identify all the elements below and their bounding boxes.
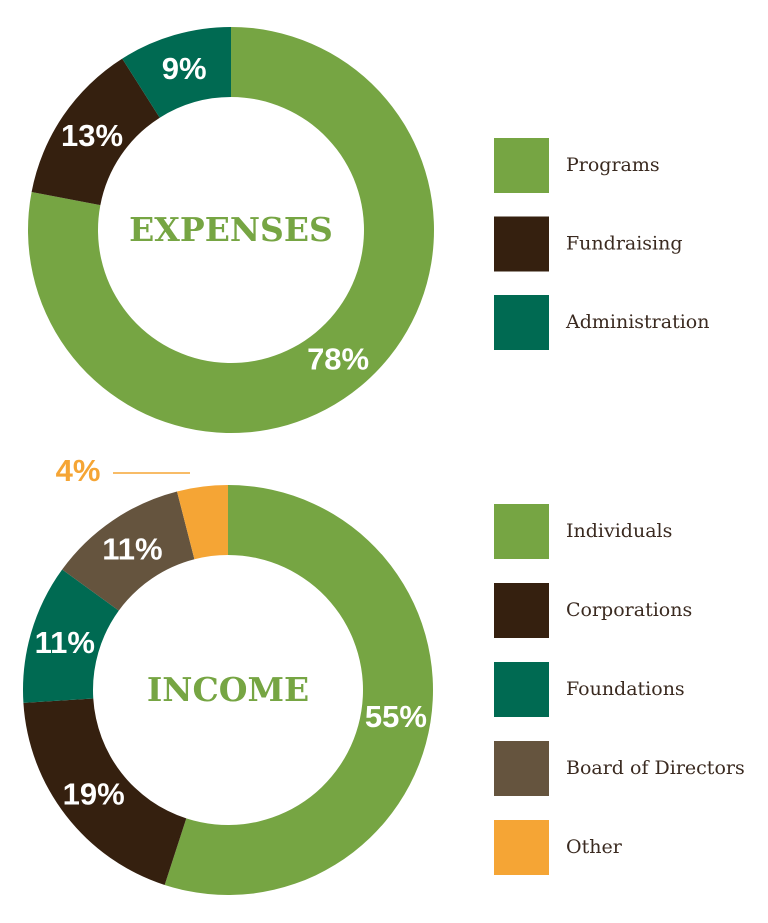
legend-label: Foundations bbox=[566, 678, 685, 700]
legend-label: Programs bbox=[566, 154, 660, 176]
legend-swatch bbox=[494, 583, 549, 638]
donut-segment bbox=[23, 569, 119, 703]
legend-label: Other bbox=[566, 836, 623, 858]
legend-swatch bbox=[494, 662, 549, 717]
legend-swatch bbox=[494, 504, 549, 559]
center-label: INCOME bbox=[147, 670, 309, 709]
legend-swatch bbox=[494, 820, 549, 875]
value-label: 55% bbox=[365, 699, 427, 734]
legend-label: Corporations bbox=[566, 599, 692, 621]
donut-segment bbox=[164, 485, 433, 896]
value-label: 78% bbox=[307, 342, 369, 377]
value-label: 9% bbox=[162, 51, 207, 86]
donut-segment bbox=[177, 485, 228, 560]
donut-segment bbox=[62, 491, 195, 611]
legend-swatch bbox=[494, 138, 549, 193]
value-label: 13% bbox=[61, 118, 123, 153]
legend-label: Administration bbox=[565, 311, 709, 333]
donut-segment bbox=[122, 26, 231, 118]
donut-segment bbox=[27, 27, 434, 434]
legend-swatch bbox=[494, 741, 549, 796]
legend-swatch bbox=[494, 295, 549, 350]
value-label: 4% bbox=[56, 453, 101, 488]
donut-segment bbox=[23, 698, 187, 885]
legend-label: Board of Directors bbox=[566, 757, 745, 779]
legend-label: Fundraising bbox=[566, 233, 683, 255]
legend-swatch bbox=[494, 216, 549, 272]
legend-label: Individuals bbox=[566, 520, 672, 542]
center-label: EXPENSES bbox=[129, 210, 333, 249]
donut-segment bbox=[31, 58, 160, 206]
value-label: 11% bbox=[35, 625, 95, 660]
value-label: 19% bbox=[63, 776, 125, 811]
value-label: 11% bbox=[102, 532, 162, 567]
